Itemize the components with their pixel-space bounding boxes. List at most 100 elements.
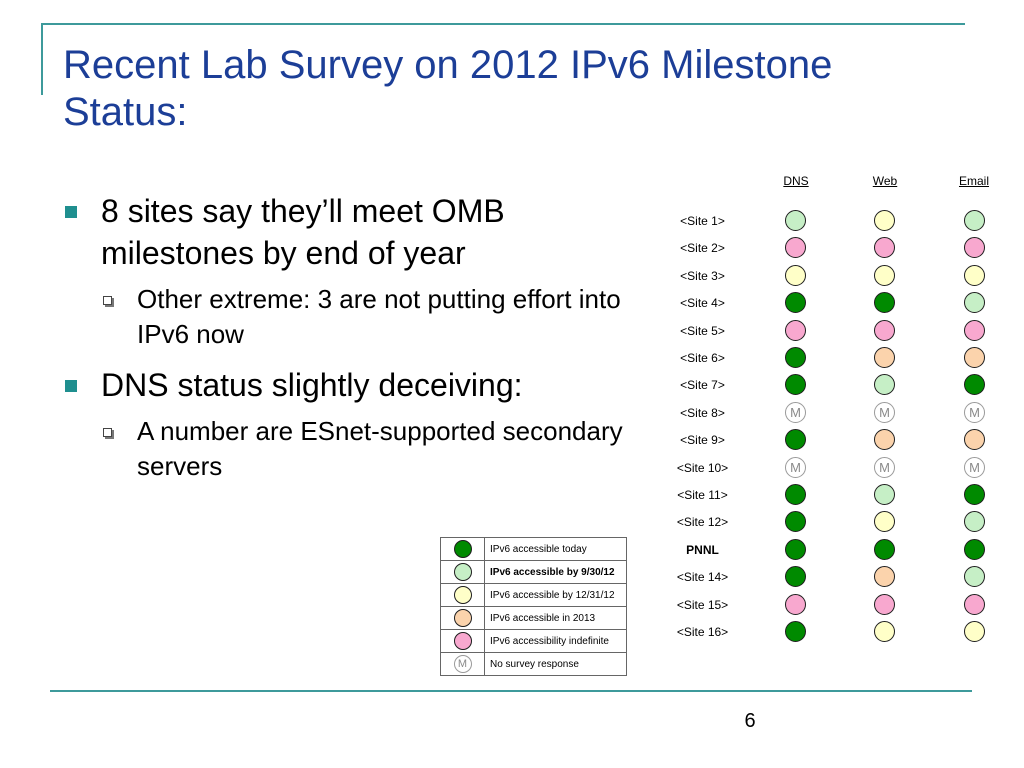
legend-swatch-cell [440, 629, 485, 653]
site-label: <Site 12> [676, 515, 729, 530]
legend-label: No survey response [484, 652, 627, 676]
page-number: 6 [744, 710, 756, 732]
legend-swatch [453, 563, 472, 581]
status-dot-web: M [874, 456, 895, 478]
status-dot-email [964, 593, 985, 615]
site-label: <Site 6> [680, 351, 725, 365]
site-status-grid: DNS Web Email <Site 1> <Site 2> <Site 3> <S… [655, 168, 1015, 648]
slide-title: Recent Lab Survey on 2012 IPv6 Milestone… [63, 43, 833, 134]
status-dot-dns [785, 292, 806, 314]
square-bullet-icon [65, 206, 77, 218]
status-dot-email [964, 429, 985, 451]
legend-row: IPv6 accessibility indefinite [440, 629, 627, 653]
bullet-2: DNS status slightly deceiving: [63, 364, 643, 406]
top-rule [41, 23, 965, 25]
legend-row: IPv6 accessible today [440, 537, 627, 561]
status-dot-email: M [964, 401, 985, 423]
column-header-email: Email [958, 174, 989, 188]
legend-swatch [453, 586, 472, 604]
legend-swatch-cell: M [440, 652, 485, 676]
status-dot-web [874, 538, 895, 560]
sub-bullet-1: Other extreme: 3 are not putting effort … [63, 282, 643, 352]
legend-swatch: M [453, 655, 472, 673]
legend-swatch-cell [440, 583, 485, 607]
site-label: <Site 2> [680, 241, 725, 256]
sub-bullet-1-text: Other extreme: 3 are not putting effort … [137, 284, 621, 349]
legend-swatch [453, 632, 472, 650]
status-dot-email [964, 484, 985, 505]
status-dot-dns [785, 511, 806, 533]
status-dot-web [874, 621, 895, 642]
square-bullet-icon [65, 380, 77, 392]
status-dot-web [874, 347, 895, 368]
status-dot-email [964, 292, 985, 314]
site-label: <Site 15> [676, 597, 729, 612]
status-dot-email [964, 264, 985, 286]
status-dot-dns: M [785, 401, 806, 423]
legend-label: IPv6 accessible in 2013 [484, 606, 627, 630]
status-dot-dns [785, 484, 806, 505]
sub-bullet-2: A number are ESnet-supported secondary s… [63, 414, 643, 484]
hollow-square-bullet-icon [103, 428, 112, 437]
bullet-1-text: 8 sites say they’ll meet OMB milestones … [101, 193, 505, 271]
column-header-web: Web [872, 174, 898, 188]
legend-label: IPv6 accessible by 9/30/12 [484, 560, 627, 584]
status-dot-web [874, 593, 895, 615]
status-dot-email [964, 237, 985, 259]
legend-swatch-cell [440, 606, 485, 630]
status-dot-dns [785, 621, 806, 642]
left-rule [41, 23, 43, 95]
legend-swatch-cell [440, 537, 485, 561]
status-dot-web: M [874, 401, 895, 423]
status-dot-dns [785, 566, 806, 588]
hollow-square-bullet-icon [103, 296, 112, 305]
status-dot-web [874, 319, 895, 341]
status-dot-dns [785, 429, 806, 451]
legend-row: IPv6 accessible in 2013 [440, 606, 627, 630]
status-legend: IPv6 accessible today IPv6 accessible by … [440, 537, 627, 676]
status-dot-email: M [964, 456, 985, 478]
legend-row: M No survey response [440, 652, 627, 676]
status-dot-email [964, 621, 985, 642]
legend-swatch [453, 540, 472, 558]
bullet-1: 8 sites say they’ll meet OMB milestones … [63, 190, 643, 274]
status-dot-web [874, 429, 895, 451]
status-dot-dns [785, 593, 806, 615]
legend-label: IPv6 accessibility indefinite [484, 629, 627, 653]
status-dot-dns [785, 319, 806, 341]
status-dot-web [874, 264, 895, 286]
legend-label: IPv6 accessible by 12/31/12 [484, 583, 627, 607]
site-label: <Site 1> [680, 214, 725, 228]
status-dot-dns [785, 210, 806, 231]
status-dot-dns [785, 264, 806, 286]
site-label: <Site 3> [680, 268, 725, 283]
status-dot-email [964, 347, 985, 368]
site-label: <Site 14> [676, 570, 729, 585]
status-dot-dns [785, 538, 806, 560]
status-dot-web [874, 237, 895, 259]
sub-bullet-2-text: A number are ESnet-supported secondary s… [137, 416, 623, 481]
status-dot-email [964, 210, 985, 231]
site-label: <Site 10> [676, 460, 729, 475]
column-header-dns: DNS [783, 174, 809, 188]
site-label: <Site 9> [680, 433, 725, 448]
status-dot-web [874, 292, 895, 314]
site-label: <Site 16> [676, 625, 729, 639]
status-dot-email [964, 538, 985, 560]
status-dot-web [874, 566, 895, 588]
status-dot-email [964, 319, 985, 341]
status-dot-dns: M [785, 456, 806, 478]
legend-swatch-cell [440, 560, 485, 584]
site-label: <Site 7> [680, 378, 725, 393]
site-label: <Site 5> [680, 323, 725, 338]
status-dot-web [874, 484, 895, 505]
status-dot-dns [785, 237, 806, 259]
legend-swatch [453, 609, 472, 627]
legend-row: IPv6 accessible by 9/30/12 [440, 560, 627, 584]
site-label: PNNL [686, 542, 719, 557]
status-dot-email [964, 374, 985, 396]
status-dot-dns [785, 347, 806, 368]
legend-row: IPv6 accessible by 12/31/12 [440, 583, 627, 607]
site-label: <Site 4> [680, 296, 725, 311]
bullet-list: 8 sites say they’ll meet OMB milestones … [63, 190, 643, 496]
